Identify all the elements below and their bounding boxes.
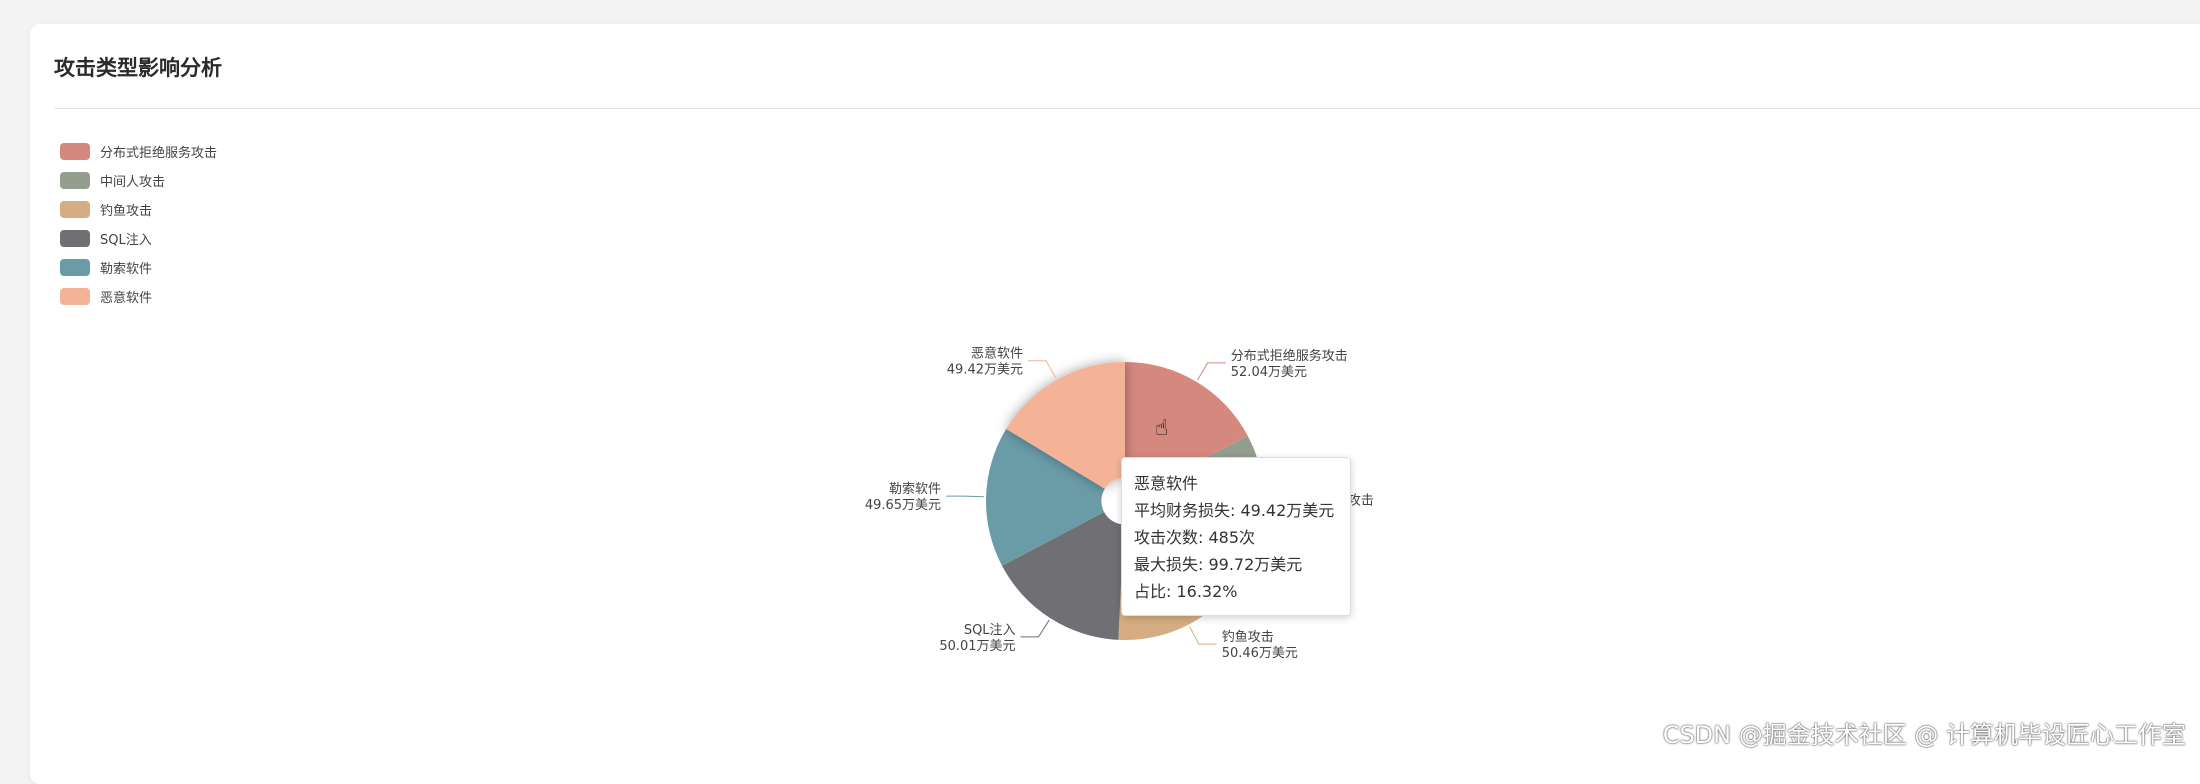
slice-label: SQL注入 bbox=[964, 623, 1016, 638]
tooltip-line: 占比: 16.32% bbox=[1134, 582, 1238, 601]
legend-item[interactable]: 分布式拒绝服务攻击 bbox=[60, 137, 217, 166]
pie-slice[interactable] bbox=[1006, 362, 1125, 489]
legend-swatch bbox=[60, 230, 90, 247]
legend-swatch bbox=[60, 259, 90, 276]
legend-swatch bbox=[60, 172, 90, 189]
divider bbox=[54, 108, 2200, 109]
watermark: CSDN @掘金技术社区 @ 计算机毕设匠心工作室 bbox=[1662, 721, 2186, 749]
legend-item[interactable]: 恶意软件 bbox=[60, 282, 217, 311]
tooltip-line: 最大损失: 99.72万美元 bbox=[1134, 555, 1303, 574]
hand-cursor-icon: ☝ bbox=[1155, 416, 1169, 441]
card-title: 攻击类型影响分析 bbox=[54, 56, 222, 80]
pie-slice[interactable] bbox=[986, 428, 1105, 566]
label-line bbox=[1020, 619, 1050, 638]
slice-label: 49.65万美元 bbox=[865, 498, 941, 513]
label-line bbox=[946, 495, 985, 498]
tooltip-line: 平均财务损失: 49.42万美元 bbox=[1134, 501, 1335, 520]
legend: 分布式拒绝服务攻击 中间人攻击钓鱼攻击 SQL注入勒索软件恶意软件 bbox=[60, 137, 217, 311]
legend-label: 分布式拒绝服务攻击 bbox=[100, 146, 218, 161]
legend-label: SQL注入 bbox=[100, 233, 152, 248]
legend-label: 恶意软件 bbox=[100, 291, 153, 306]
label-line bbox=[1189, 626, 1217, 645]
slice-label: 50.46万美元 bbox=[1222, 646, 1298, 661]
legend-label: 勒索软件 bbox=[100, 262, 153, 277]
legend-swatch bbox=[60, 201, 90, 218]
pie-slice[interactable] bbox=[1002, 512, 1124, 640]
legend-item[interactable]: 中间人攻击 bbox=[60, 166, 217, 195]
slice-label: 49.42万美元 bbox=[947, 363, 1023, 378]
legend-label: 中间人攻击 bbox=[100, 175, 166, 190]
tooltip-line: 攻击次数: 485次 bbox=[1134, 528, 1256, 547]
tooltip-title: 恶意软件 bbox=[1134, 474, 1199, 493]
legend-swatch bbox=[60, 288, 90, 305]
legend-item[interactable]: SQL注入 bbox=[60, 224, 217, 253]
slice-label: 52.04万美元 bbox=[1231, 365, 1307, 380]
label-line bbox=[1028, 360, 1057, 379]
slice-label: 钓鱼攻击 bbox=[1222, 629, 1274, 645]
legend-swatch bbox=[60, 143, 90, 160]
slice-label: 分布式拒绝服务攻击 bbox=[1231, 348, 1348, 364]
label-line bbox=[1197, 362, 1226, 381]
tooltip: 恶意软件 平均财务损失: 49.42万美元 攻击次数: 485次 最大损失: 9… bbox=[1121, 457, 1351, 616]
legend-item[interactable]: 钓鱼攻击 bbox=[60, 195, 217, 224]
pie-chart: 分布式拒绝服务攻击52.04万美元中间人攻击钓鱼攻击50.46万美元SQL注入5… bbox=[865, 346, 1374, 661]
slice-label: 50.01万美元 bbox=[939, 639, 1015, 654]
legend-label: 钓鱼攻击 bbox=[100, 204, 153, 219]
slice-label: 勒索软件 bbox=[889, 482, 941, 497]
legend-item[interactable]: 勒索软件 bbox=[60, 253, 217, 282]
slice-label: 恶意软件 bbox=[971, 346, 1023, 362]
